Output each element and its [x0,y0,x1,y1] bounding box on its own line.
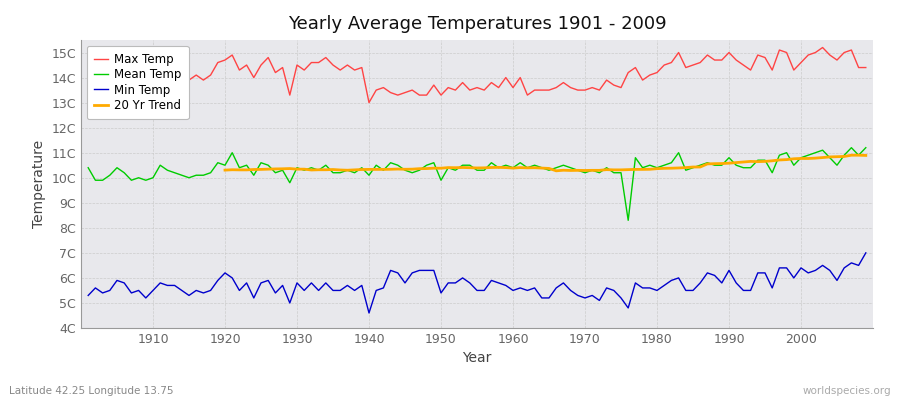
Min Temp [364,310,374,315]
Mean Temp [623,218,634,223]
Min Temp [299,288,310,293]
Min Temp [342,283,353,288]
Max Temp [342,63,353,68]
Text: Latitude 42.25 Longitude 13.75: Latitude 42.25 Longitude 13.75 [9,386,174,396]
20 Yr Trend [220,168,230,172]
Mean Temp [342,168,353,173]
Max Temp [508,85,518,90]
Max Temp [299,68,310,72]
Max Temp [860,65,871,70]
20 Yr Trend [414,166,425,171]
Title: Yearly Average Temperatures 1901 - 2009: Yearly Average Temperatures 1901 - 2009 [288,15,666,33]
20 Yr Trend [551,168,562,173]
Line: Min Temp: Min Temp [88,253,866,313]
Line: 20 Yr Trend: 20 Yr Trend [225,155,866,171]
Mean Temp [594,170,605,175]
Min Temp [83,293,94,298]
Line: Mean Temp: Mean Temp [88,148,866,220]
Min Temp [515,286,526,290]
Max Temp [140,83,151,88]
20 Yr Trend [306,168,317,172]
Max Temp [364,100,374,105]
Min Temp [601,286,612,290]
Y-axis label: Temperature: Temperature [32,140,46,228]
Mean Temp [299,168,310,173]
Legend: Max Temp, Mean Temp, Min Temp, 20 Yr Trend: Max Temp, Mean Temp, Min Temp, 20 Yr Tre… [87,46,188,119]
20 Yr Trend [760,159,770,164]
Mean Temp [860,145,871,150]
Mean Temp [500,163,511,168]
Min Temp [860,250,871,255]
Text: worldspecies.org: worldspecies.org [803,386,891,396]
Line: Max Temp: Max Temp [88,48,866,103]
20 Yr Trend [774,158,785,162]
20 Yr Trend [673,166,684,170]
20 Yr Trend [860,153,871,158]
Mean Temp [508,165,518,170]
Max Temp [817,45,828,50]
Mean Temp [140,178,151,183]
Min Temp [508,288,518,293]
Max Temp [83,93,94,98]
X-axis label: Year: Year [463,352,491,366]
Max Temp [515,75,526,80]
Min Temp [140,296,151,300]
Mean Temp [846,145,857,150]
20 Yr Trend [839,154,850,159]
20 Yr Trend [853,153,864,158]
Mean Temp [83,165,94,170]
Max Temp [601,78,612,82]
